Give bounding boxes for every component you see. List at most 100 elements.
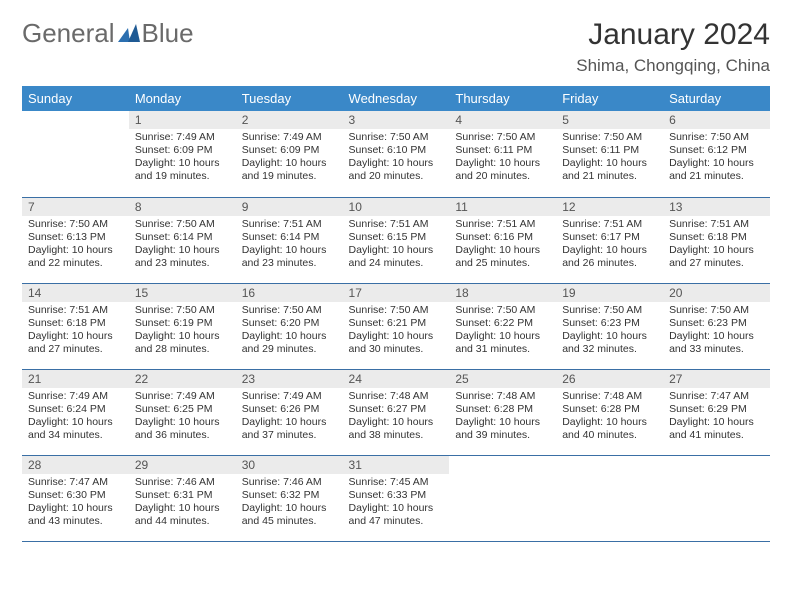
day-detail-line: Sunset: 6:19 PM — [135, 317, 230, 330]
day-detail-line: Daylight: 10 hours — [135, 416, 230, 429]
calendar-day-cell — [449, 455, 556, 541]
weekday-header: Wednesday — [343, 86, 450, 111]
calendar-day-cell: 25Sunrise: 7:48 AMSunset: 6:28 PMDayligh… — [449, 369, 556, 455]
day-detail-line: Daylight: 10 hours — [242, 330, 337, 343]
day-detail-line: and 36 minutes. — [135, 429, 230, 442]
day-number: 15 — [129, 284, 236, 302]
calendar-day-cell: 24Sunrise: 7:48 AMSunset: 6:27 PMDayligh… — [343, 369, 450, 455]
day-detail-line: Daylight: 10 hours — [135, 244, 230, 257]
day-detail-line: Daylight: 10 hours — [242, 502, 337, 515]
day-number: 29 — [129, 456, 236, 474]
day-detail-line: Sunrise: 7:50 AM — [349, 131, 444, 144]
day-details: Sunrise: 7:50 AMSunset: 6:12 PMDaylight:… — [663, 129, 770, 188]
day-number: 25 — [449, 370, 556, 388]
day-detail-line: Sunset: 6:15 PM — [349, 231, 444, 244]
day-detail-line: and 34 minutes. — [28, 429, 123, 442]
calendar-week-row: 7Sunrise: 7:50 AMSunset: 6:13 PMDaylight… — [22, 197, 770, 283]
day-detail-line: Sunset: 6:23 PM — [669, 317, 764, 330]
calendar-day-cell: 15Sunrise: 7:50 AMSunset: 6:19 PMDayligh… — [129, 283, 236, 369]
day-detail-line: and 27 minutes. — [669, 257, 764, 270]
day-detail-line: and 29 minutes. — [242, 343, 337, 356]
day-detail-line: Daylight: 10 hours — [562, 416, 657, 429]
day-detail-line: Sunset: 6:18 PM — [669, 231, 764, 244]
day-detail-line: Sunrise: 7:51 AM — [669, 218, 764, 231]
calendar-day-cell: 23Sunrise: 7:49 AMSunset: 6:26 PMDayligh… — [236, 369, 343, 455]
day-details: Sunrise: 7:45 AMSunset: 6:33 PMDaylight:… — [343, 474, 450, 533]
day-detail-line: and 23 minutes. — [135, 257, 230, 270]
day-details: Sunrise: 7:50 AMSunset: 6:11 PMDaylight:… — [556, 129, 663, 188]
day-detail-line: and 43 minutes. — [28, 515, 123, 528]
day-number: 2 — [236, 111, 343, 129]
day-detail-line: Daylight: 10 hours — [669, 244, 764, 257]
day-detail-line: Sunset: 6:31 PM — [135, 489, 230, 502]
day-detail-line: Daylight: 10 hours — [28, 416, 123, 429]
day-detail-line: Daylight: 10 hours — [669, 330, 764, 343]
calendar-day-cell: 8Sunrise: 7:50 AMSunset: 6:14 PMDaylight… — [129, 197, 236, 283]
day-detail-line: and 39 minutes. — [455, 429, 550, 442]
day-number: 27 — [663, 370, 770, 388]
day-details: Sunrise: 7:46 AMSunset: 6:32 PMDaylight:… — [236, 474, 343, 533]
day-details: Sunrise: 7:50 AMSunset: 6:14 PMDaylight:… — [129, 216, 236, 275]
day-detail-line: Daylight: 10 hours — [349, 244, 444, 257]
day-detail-line: Daylight: 10 hours — [28, 244, 123, 257]
day-number: 18 — [449, 284, 556, 302]
day-number: 19 — [556, 284, 663, 302]
day-detail-line: Sunrise: 7:51 AM — [349, 218, 444, 231]
calendar-day-cell: 17Sunrise: 7:50 AMSunset: 6:21 PMDayligh… — [343, 283, 450, 369]
day-detail-line: and 25 minutes. — [455, 257, 550, 270]
calendar-day-cell: 2Sunrise: 7:49 AMSunset: 6:09 PMDaylight… — [236, 111, 343, 197]
calendar-day-cell: 16Sunrise: 7:50 AMSunset: 6:20 PMDayligh… — [236, 283, 343, 369]
day-detail-line: Sunrise: 7:48 AM — [455, 390, 550, 403]
day-details: Sunrise: 7:51 AMSunset: 6:17 PMDaylight:… — [556, 216, 663, 275]
day-detail-line: Daylight: 10 hours — [455, 330, 550, 343]
day-detail-line: Sunset: 6:24 PM — [28, 403, 123, 416]
day-detail-line: Sunrise: 7:51 AM — [562, 218, 657, 231]
day-details: Sunrise: 7:50 AMSunset: 6:22 PMDaylight:… — [449, 302, 556, 361]
day-detail-line: and 21 minutes. — [669, 170, 764, 183]
calendar-day-cell: 10Sunrise: 7:51 AMSunset: 6:15 PMDayligh… — [343, 197, 450, 283]
calendar-day-cell: 9Sunrise: 7:51 AMSunset: 6:14 PMDaylight… — [236, 197, 343, 283]
day-number: 7 — [22, 198, 129, 216]
brand-mark-icon — [118, 18, 140, 49]
calendar-day-cell: 4Sunrise: 7:50 AMSunset: 6:11 PMDaylight… — [449, 111, 556, 197]
brand-logo: General Blue — [22, 18, 194, 49]
day-details: Sunrise: 7:49 AMSunset: 6:09 PMDaylight:… — [129, 129, 236, 188]
day-detail-line: and 45 minutes. — [242, 515, 337, 528]
day-detail-line: Daylight: 10 hours — [562, 244, 657, 257]
day-details: Sunrise: 7:51 AMSunset: 6:18 PMDaylight:… — [663, 216, 770, 275]
day-detail-line: and 44 minutes. — [135, 515, 230, 528]
day-number: 17 — [343, 284, 450, 302]
day-number: 8 — [129, 198, 236, 216]
day-number: 20 — [663, 284, 770, 302]
calendar-week-row: 21Sunrise: 7:49 AMSunset: 6:24 PMDayligh… — [22, 369, 770, 455]
day-detail-line: Daylight: 10 hours — [669, 416, 764, 429]
day-detail-line: Sunrise: 7:49 AM — [28, 390, 123, 403]
weekday-header-row: Sunday Monday Tuesday Wednesday Thursday… — [22, 86, 770, 111]
day-detail-line: Daylight: 10 hours — [349, 330, 444, 343]
day-details: Sunrise: 7:48 AMSunset: 6:28 PMDaylight:… — [449, 388, 556, 447]
day-detail-line: Sunrise: 7:50 AM — [242, 304, 337, 317]
day-number: 11 — [449, 198, 556, 216]
weekday-header: Saturday — [663, 86, 770, 111]
day-detail-line: Sunset: 6:09 PM — [242, 144, 337, 157]
day-number: 4 — [449, 111, 556, 129]
day-detail-line: Sunset: 6:17 PM — [562, 231, 657, 244]
day-detail-line: and 33 minutes. — [669, 343, 764, 356]
day-detail-line: Sunrise: 7:50 AM — [349, 304, 444, 317]
calendar-day-cell: 29Sunrise: 7:46 AMSunset: 6:31 PMDayligh… — [129, 455, 236, 541]
day-detail-line: Daylight: 10 hours — [455, 416, 550, 429]
day-detail-line: Sunset: 6:27 PM — [349, 403, 444, 416]
weekday-header: Thursday — [449, 86, 556, 111]
calendar-day-cell: 5Sunrise: 7:50 AMSunset: 6:11 PMDaylight… — [556, 111, 663, 197]
day-number: 9 — [236, 198, 343, 216]
day-detail-line: Sunset: 6:14 PM — [135, 231, 230, 244]
day-number: 23 — [236, 370, 343, 388]
calendar-day-cell: 13Sunrise: 7:51 AMSunset: 6:18 PMDayligh… — [663, 197, 770, 283]
day-detail-line: Daylight: 10 hours — [135, 157, 230, 170]
weekday-header: Monday — [129, 86, 236, 111]
day-number: 16 — [236, 284, 343, 302]
day-detail-line: Sunrise: 7:50 AM — [562, 131, 657, 144]
day-number: 3 — [343, 111, 450, 129]
calendar-day-cell: 30Sunrise: 7:46 AMSunset: 6:32 PMDayligh… — [236, 455, 343, 541]
day-details: Sunrise: 7:49 AMSunset: 6:25 PMDaylight:… — [129, 388, 236, 447]
